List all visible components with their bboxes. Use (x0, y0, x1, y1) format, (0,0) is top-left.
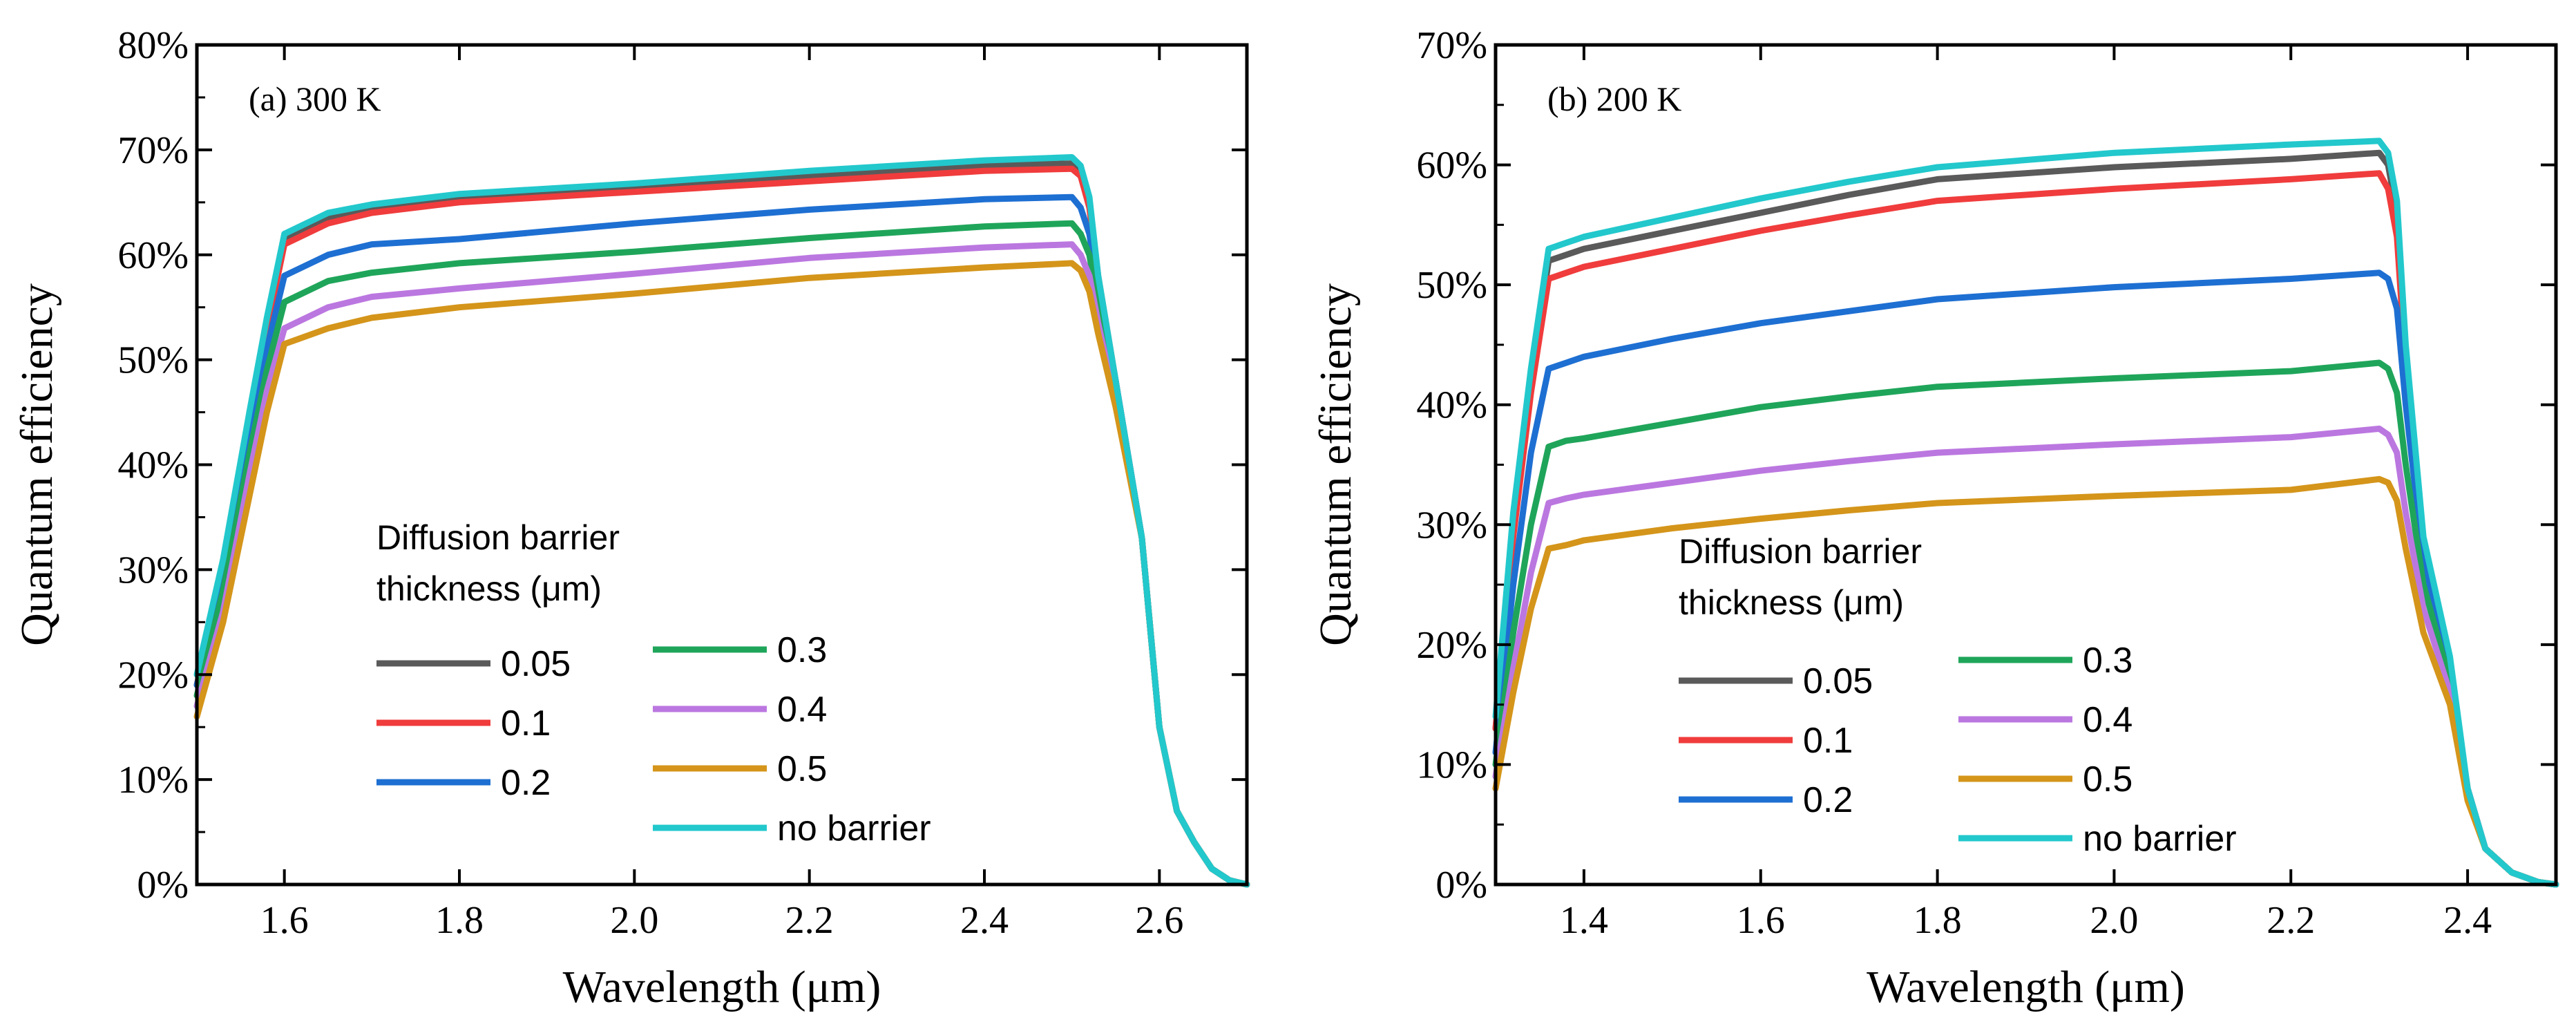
y-tick-label: 40% (117, 444, 189, 487)
y-tick-label: 0% (137, 864, 189, 907)
y-tick-label: 20% (117, 654, 189, 697)
y-tick-label: 60% (117, 234, 189, 277)
y-tick-label: 10% (1416, 744, 1487, 786)
y-tick-label: 30% (1416, 504, 1487, 547)
x-tick-label: 2.0 (610, 899, 658, 942)
panel-label: (b) 200 K (1547, 79, 1681, 118)
y-tick-label: 70% (117, 129, 189, 172)
y-tick-label: 60% (1416, 144, 1487, 187)
y-tick-label: 40% (1416, 384, 1487, 427)
x-tick-label: 1.8 (1914, 899, 1962, 942)
series-line-0.5 (1492, 475, 2559, 888)
legend-entry-label: 0.05 (501, 644, 571, 684)
x-tick-label: 2.2 (2267, 899, 2315, 942)
legend-entry-label: 0.1 (501, 703, 551, 744)
legend-entry-label: no barrier (777, 808, 931, 849)
series-line-0.2 (1492, 269, 2559, 888)
series-line-no-barrier (193, 154, 1250, 888)
y-axis-title: Quantum efficiency (1310, 283, 1361, 646)
legend-title: Diffusion barrier (376, 518, 620, 557)
y-tick-label: 10% (117, 759, 189, 802)
plot-frame (195, 43, 1249, 887)
series-line-0.3 (1492, 359, 2559, 888)
x-tick-label: 2.6 (1135, 899, 1183, 942)
legend-entry-label: 0.5 (2083, 759, 2133, 800)
panel-label: (a) 300 K (249, 79, 381, 118)
legend-entry-label: 0.3 (2083, 641, 2133, 681)
legend-entry-label: 0.4 (2083, 700, 2133, 740)
legend-entry-label: 0.2 (501, 763, 551, 803)
y-tick-label: 70% (1416, 24, 1487, 67)
legend: Diffusion barrier thickness (μm) 0.05 0.1 0.… (376, 518, 931, 849)
y-tick-label: 50% (1416, 264, 1487, 307)
legend: Diffusion barrier thickness (μm) 0.05 0.1 0.… (1679, 532, 2237, 859)
y-axis-title: Quantum efficiency (12, 283, 62, 646)
x-tick-label: 1.6 (260, 899, 309, 942)
legend-title: thickness (μm) (1679, 583, 1904, 622)
series-line-0.4 (193, 241, 1250, 888)
legend-entry-label: 0.4 (777, 690, 827, 730)
x-tick-label: 2.0 (2090, 899, 2138, 942)
legend-entry-label: 0.05 (1803, 661, 1873, 701)
series-line-no-barrier (1492, 138, 2559, 888)
legend-entry-label: 0.5 (777, 749, 827, 789)
y-tick-label: 50% (117, 339, 189, 382)
legend-entry-label: no barrier (2083, 819, 2237, 859)
chart-panel-200k: 1.4 1.6 1.8 2.0 2.2 2.4 0% 10% 20% 30% 40% 50% 60% 70… (1310, 24, 2559, 1012)
legend-entry-label: 0.2 (1803, 780, 1853, 820)
x-axis-title: Wavelength (μm) (563, 962, 881, 1012)
y-tick-label: 0% (1435, 864, 1487, 907)
legend-title: thickness (μm) (376, 569, 602, 608)
x-tick-label: 1.4 (1560, 899, 1608, 942)
legend-entry-label: 0.3 (777, 630, 827, 670)
x-tick-label: 2.4 (2443, 899, 2492, 942)
y-tick-label: 20% (1416, 624, 1487, 667)
x-tick-label: 2.2 (785, 899, 834, 942)
legend-entry-label: 0.1 (1803, 721, 1853, 761)
y-tick-label: 80% (117, 24, 189, 67)
chart-panel-300k: 1.6 1.8 2.0 2.2 2.4 2.6 0% 10% 20% 30% 40% 50% 60% 70… (12, 24, 1250, 1012)
series-line-0.5 (193, 260, 1250, 888)
y-tick-label: 30% (117, 549, 189, 592)
x-axis-title: Wavelength (μm) (1867, 962, 2185, 1012)
x-tick-label: 1.6 (1737, 899, 1785, 942)
x-tick-label: 1.8 (435, 899, 484, 942)
legend-title: Diffusion barrier (1679, 532, 1922, 571)
x-tick-label: 2.4 (960, 899, 1009, 942)
